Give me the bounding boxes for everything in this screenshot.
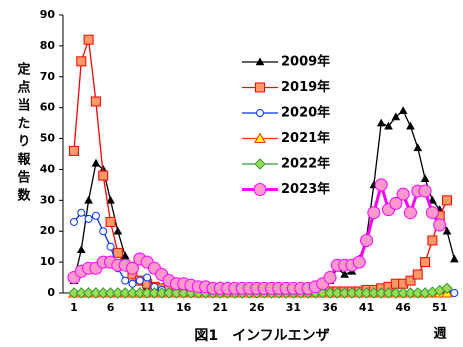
marker xyxy=(374,178,388,192)
legend-marker xyxy=(254,132,266,143)
y-axis-label: 定点当たり報告数 xyxy=(15,61,32,206)
marker xyxy=(403,206,417,220)
marker xyxy=(450,289,459,297)
marker xyxy=(112,247,123,258)
legend-marker xyxy=(255,57,265,66)
marker xyxy=(396,187,410,201)
marker xyxy=(352,255,366,269)
legend-marker xyxy=(254,158,266,170)
marker xyxy=(323,271,337,285)
marker xyxy=(91,158,101,167)
marker xyxy=(405,275,416,286)
marker xyxy=(367,206,381,220)
legend-label: 2020年 xyxy=(281,105,330,121)
marker xyxy=(69,217,78,226)
marker xyxy=(68,145,79,156)
x-tick-label: 11 xyxy=(139,301,154,314)
x-tick-label: 41 xyxy=(359,301,374,314)
legend-label: 2023年 xyxy=(281,181,330,197)
legend-label: 2022年 xyxy=(281,156,330,172)
y-tick-label: 0 xyxy=(47,286,55,299)
x-tick-label: 16 xyxy=(176,301,192,314)
legend-marker xyxy=(256,109,264,117)
marker xyxy=(340,269,349,278)
marker xyxy=(91,211,100,220)
marker xyxy=(433,218,447,232)
x-tick-label: 26 xyxy=(249,301,265,314)
y-tick-label: 70 xyxy=(40,70,56,83)
marker xyxy=(113,226,123,235)
y-tick-label: 10 xyxy=(40,255,56,268)
x-tick-label: 51 xyxy=(432,301,447,314)
x-tick-label: 46 xyxy=(395,301,411,314)
marker xyxy=(427,235,438,246)
x-tick-label: 1 xyxy=(70,301,78,314)
x-axis-label: 週 xyxy=(433,327,446,342)
marker xyxy=(376,118,386,127)
marker xyxy=(125,261,139,275)
marker xyxy=(406,121,415,130)
marker xyxy=(76,245,86,254)
legend-label: 2019年 xyxy=(281,79,330,95)
marker xyxy=(398,106,408,115)
marker xyxy=(384,121,393,130)
marker xyxy=(428,195,437,204)
marker xyxy=(98,170,109,181)
y-tick-label: 60 xyxy=(40,101,56,114)
y-tick-label: 20 xyxy=(40,224,56,237)
marker xyxy=(442,195,453,206)
marker xyxy=(76,56,87,67)
marker xyxy=(418,184,432,198)
marker xyxy=(106,195,115,204)
marker xyxy=(449,254,459,263)
marker xyxy=(389,196,403,210)
x-tick-label: 21 xyxy=(213,301,228,314)
marker xyxy=(105,216,116,227)
marker xyxy=(84,195,93,204)
marker xyxy=(128,279,137,288)
x-tick-label: 6 xyxy=(107,301,115,314)
marker xyxy=(420,174,430,183)
legend-label: 2009年 xyxy=(281,54,330,70)
marker xyxy=(135,276,144,285)
marker xyxy=(83,34,94,45)
marker xyxy=(77,208,86,217)
legend-marker xyxy=(255,82,265,93)
marker xyxy=(425,206,439,220)
marker xyxy=(99,227,108,236)
legend-marker xyxy=(253,183,267,196)
marker xyxy=(143,273,152,282)
x-tick-label: 36 xyxy=(322,301,338,314)
y-tick-label: 30 xyxy=(40,193,56,206)
y-tick-label: 40 xyxy=(40,162,56,175)
marker xyxy=(441,282,453,295)
marker xyxy=(106,242,115,251)
x-tick-label: 31 xyxy=(286,301,301,314)
chart-title: 図1 インフルエンザ xyxy=(194,328,329,344)
marker xyxy=(360,233,374,247)
y-tick-label: 90 xyxy=(40,8,56,21)
marker xyxy=(90,96,101,107)
marker xyxy=(391,112,401,121)
marker xyxy=(84,214,93,223)
y-tick-label: 80 xyxy=(40,39,56,52)
y-tick-label: 50 xyxy=(40,132,56,145)
marker xyxy=(413,143,423,152)
marker xyxy=(121,276,130,285)
marker xyxy=(412,269,423,280)
legend-label: 2021年 xyxy=(281,130,330,146)
marker xyxy=(442,226,452,235)
marker xyxy=(420,257,431,268)
